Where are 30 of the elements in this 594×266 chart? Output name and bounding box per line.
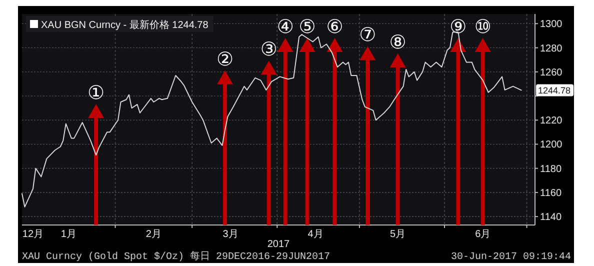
- x-tick-label: 12月: [22, 229, 44, 240]
- y-tick-label: 1160: [540, 188, 562, 199]
- y-tick-label: 1200: [540, 140, 563, 151]
- ref-line-label: ④: [276, 16, 294, 38]
- y-tick-label: 1140: [540, 212, 562, 224]
- ref-line-label: ⑦: [359, 24, 376, 46]
- ref-line-label: ⑤: [298, 16, 316, 38]
- ref-line-label: ①: [88, 82, 105, 104]
- text: 30-Jun-2017 09:19:44: [450, 252, 571, 263]
- ref-line-label: ⑩: [474, 16, 492, 38]
- text: XAU Curncy (Gold Spot $/Oz) 每日 29DEC2016-29JUN2017: [22, 250, 330, 263]
- x-tick-label: 1月: [60, 229, 76, 240]
- y-tick-label: 1280: [540, 43, 563, 54]
- x-tick-label: 6月: [475, 229, 491, 240]
- legend: XAU BGN Curncy - 最新价格 1244.78: [26, 16, 214, 32]
- ref-line-label: ⑧: [389, 31, 406, 54]
- y-tick-label: 1180: [540, 164, 562, 175]
- y-tick-label: 1260: [540, 67, 563, 78]
- annotation: 1244.78: [538, 86, 571, 96]
- ref-line-label: ⑨: [450, 16, 467, 38]
- ref-line-label: ②: [216, 48, 234, 70]
- x-tick-label: 2月: [146, 229, 162, 240]
- x-axis-title: 2017: [267, 239, 290, 250]
- ref-line-label: ⑥: [326, 16, 344, 38]
- ref-line-label: ③: [260, 38, 278, 61]
- y-tick-label: 1220: [540, 116, 563, 127]
- x-tick-label: 5月: [390, 229, 406, 240]
- x-tick-label: 4月: [308, 229, 324, 240]
- x-tick-label: 3月: [222, 229, 238, 240]
- y-tick-label: 1300: [540, 19, 563, 30]
